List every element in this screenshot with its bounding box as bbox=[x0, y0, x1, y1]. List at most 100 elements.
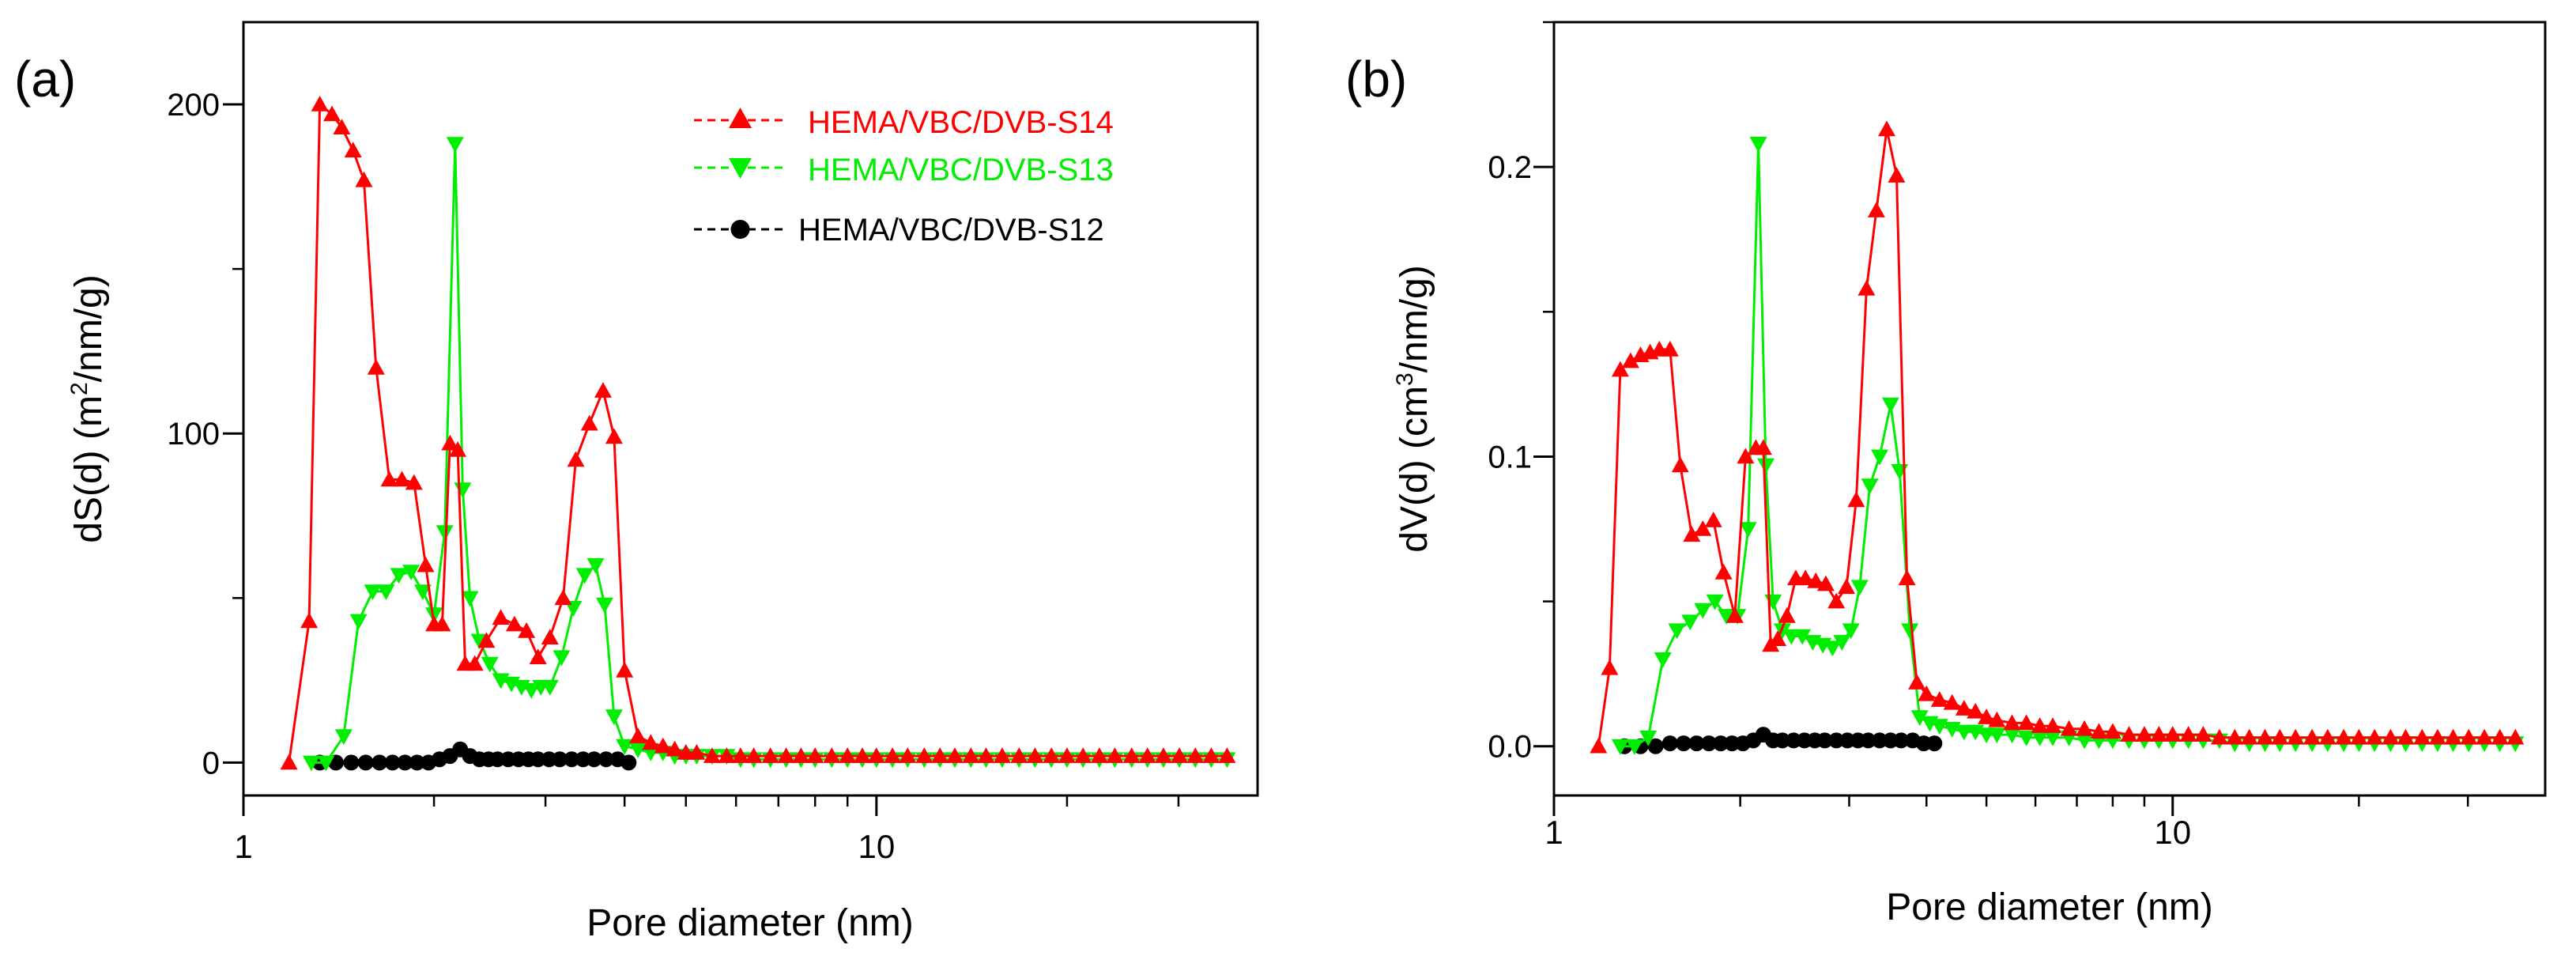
data-point-s14 bbox=[1908, 674, 1926, 690]
legend-entry-s14: HEMA/VBC/DVB-S14 bbox=[694, 105, 1114, 140]
legend-marker-s14 bbox=[729, 108, 752, 128]
data-point-s14 bbox=[2120, 726, 2138, 742]
data-point-s13 bbox=[2044, 730, 2061, 746]
panel-a-series bbox=[280, 96, 1236, 772]
panel-b-y-tick-label: 0.1 bbox=[1488, 440, 1532, 474]
data-point-s14 bbox=[580, 414, 598, 431]
data-point-s14 bbox=[2017, 714, 2035, 731]
data-point-s12 bbox=[357, 754, 374, 771]
data-point-s14 bbox=[417, 556, 435, 572]
panel-b-y-label-superscript: 3 bbox=[1392, 372, 1418, 386]
data-point-s12 bbox=[1893, 732, 1910, 749]
data-point-s14 bbox=[1918, 685, 1936, 701]
data-point-s12 bbox=[397, 754, 413, 771]
data-point-s14 bbox=[1122, 747, 1141, 763]
data-point-s13 bbox=[1739, 522, 1757, 538]
data-point-s12 bbox=[1688, 735, 1705, 752]
data-point-s14 bbox=[1043, 747, 1061, 763]
panel-b-y-tick-label: 0.0 bbox=[1488, 730, 1532, 765]
data-point-s14 bbox=[703, 747, 721, 763]
data-point-s14 bbox=[405, 474, 423, 490]
data-point-s14 bbox=[1671, 456, 1689, 473]
data-point-s14 bbox=[393, 470, 411, 487]
data-point-s14 bbox=[915, 747, 933, 763]
data-point-s14 bbox=[718, 747, 736, 763]
panel-a-y-tick-label: 0 bbox=[202, 746, 220, 780]
data-point-s13 bbox=[553, 650, 571, 667]
data-point-s14 bbox=[2444, 728, 2462, 745]
data-point-s14 bbox=[567, 451, 585, 467]
panel-b-ticks: 1 10 0.0 0.1 0.2 bbox=[1488, 21, 2469, 851]
data-point-s14 bbox=[962, 747, 980, 763]
panel-b-x-tick-label: 10 bbox=[2154, 814, 2191, 851]
data-point-s14 bbox=[449, 441, 467, 457]
panel-b-series bbox=[1590, 120, 2525, 755]
data-point-s14 bbox=[931, 747, 949, 763]
legend-label-s12: HEMA/VBC/DVB-S12 bbox=[798, 213, 1104, 248]
data-point-s12 bbox=[1661, 735, 1678, 752]
data-point-s14 bbox=[823, 747, 841, 763]
data-point-s13 bbox=[586, 557, 605, 574]
data-point-s12 bbox=[575, 751, 591, 768]
data-point-s12 bbox=[598, 751, 614, 768]
data-point-s14 bbox=[2382, 728, 2400, 745]
data-point-s14 bbox=[333, 119, 351, 134]
data-point-s14 bbox=[993, 747, 1011, 763]
data-point-s14 bbox=[1816, 575, 1835, 591]
data-point-s14 bbox=[1878, 120, 1895, 137]
data-point-s13 bbox=[629, 742, 647, 758]
data-point-s13 bbox=[1881, 397, 1899, 414]
panel-label-a: (a) bbox=[14, 51, 76, 108]
data-point-s14 bbox=[2350, 728, 2368, 745]
data-point-s14 bbox=[1769, 630, 1787, 646]
data-point-s14 bbox=[1058, 747, 1076, 763]
data-point-s12 bbox=[1647, 738, 1664, 754]
data-point-s14 bbox=[2506, 728, 2525, 745]
legend-label-s14: HEMA/VBC/DVB-S14 bbox=[808, 105, 1114, 140]
data-point-s12 bbox=[372, 754, 388, 771]
data-point-s14 bbox=[792, 747, 810, 763]
panel-a-y-tick-label: 100 bbox=[167, 417, 220, 452]
legend: HEMA/VBC/DVB-S14 HEMA/VBC/DVB-S13 HEMA/V… bbox=[694, 105, 1114, 248]
data-point-s13 bbox=[402, 565, 421, 580]
data-point-s14 bbox=[616, 661, 634, 678]
data-point-s14 bbox=[1154, 747, 1172, 763]
data-point-s14 bbox=[2003, 714, 2021, 731]
data-point-s13 bbox=[1694, 603, 1712, 619]
panel-label-b: (b) bbox=[1345, 51, 1407, 108]
data-point-s14 bbox=[1601, 659, 1619, 675]
data-point-s12 bbox=[1872, 732, 1888, 749]
data-point-s13 bbox=[377, 584, 395, 600]
data-point-s14 bbox=[1138, 747, 1156, 763]
data-point-s12 bbox=[1926, 735, 1943, 752]
data-point-s14 bbox=[2491, 728, 2509, 745]
data-point-s14 bbox=[2031, 717, 2049, 733]
data-point-s14 bbox=[2271, 728, 2289, 745]
data-point-s14 bbox=[2335, 728, 2353, 745]
data-point-s13 bbox=[2017, 730, 2035, 746]
data-point-s14 bbox=[2179, 726, 2197, 742]
data-point-s14 bbox=[1218, 747, 1236, 763]
panel-a-x-tick-label: 10 bbox=[858, 828, 895, 865]
data-point-s14 bbox=[492, 609, 510, 625]
data-point-s14 bbox=[2090, 723, 2108, 739]
data-point-s14 bbox=[642, 734, 660, 750]
data-point-s14 bbox=[594, 382, 612, 398]
data-point-s12 bbox=[343, 754, 360, 771]
data-point-s14 bbox=[1778, 606, 1796, 623]
data-point-s14 bbox=[1754, 439, 1772, 455]
data-point-s13 bbox=[1910, 710, 1929, 727]
data-point-s13 bbox=[1611, 739, 1629, 755]
data-point-s12 bbox=[1713, 735, 1729, 752]
data-point-s13 bbox=[390, 568, 408, 584]
legend-label-s13: HEMA/VBC/DVB-S13 bbox=[808, 153, 1114, 187]
series-s14 bbox=[280, 96, 1236, 770]
data-point-s14 bbox=[777, 747, 795, 763]
data-point-s14 bbox=[867, 747, 885, 763]
data-point-s13 bbox=[1757, 458, 1775, 474]
data-point-s13 bbox=[1930, 719, 1948, 735]
data-point-s14 bbox=[605, 428, 623, 444]
data-point-s14 bbox=[1714, 564, 1733, 580]
data-point-s14 bbox=[2076, 720, 2094, 736]
data-point-s12 bbox=[620, 754, 637, 771]
